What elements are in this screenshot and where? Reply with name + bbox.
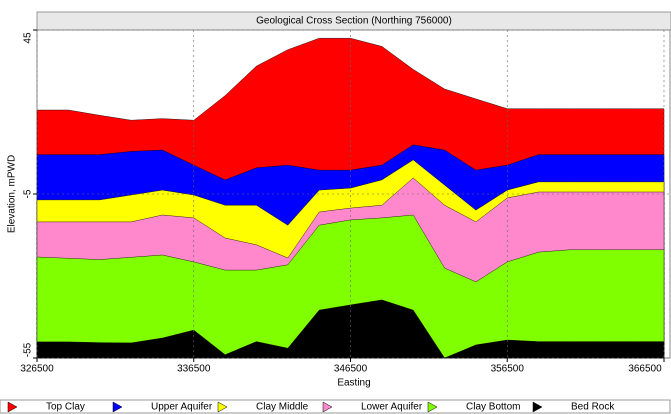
legend-swatch bbox=[7, 401, 18, 413]
y-axis-label: Elevation, mPWD bbox=[7, 155, 18, 233]
legend-label: Clay Bottom bbox=[466, 402, 520, 413]
x-tick-label: 326500 bbox=[20, 364, 54, 375]
legend-label: Clay Middle bbox=[256, 402, 309, 413]
x-tick-label: 356500 bbox=[491, 364, 525, 375]
legend-label: Bed Rock bbox=[571, 402, 615, 413]
x-tick-label: 366500 bbox=[628, 364, 662, 375]
plot-area bbox=[36, 29, 671, 359]
chart-title: Geological Cross Section (Northing 75600… bbox=[256, 16, 452, 27]
layer-area bbox=[36, 299, 665, 359]
legend-label: Upper Aquifer bbox=[151, 402, 213, 413]
legend-box bbox=[0, 399, 671, 414]
x-tick-label: 346500 bbox=[334, 364, 368, 375]
x-tick-label: 336500 bbox=[177, 364, 211, 375]
legend-label: Top Clay bbox=[46, 402, 85, 413]
legend-swatch bbox=[217, 401, 228, 413]
y-tick-label: -55 bbox=[23, 342, 34, 357]
legend: Top Clay Upper Aquifer Clay Middle Lower Aq… bbox=[0, 399, 671, 414]
legend-label: Lower Aquifer bbox=[361, 402, 423, 413]
y-tick-label: -5 bbox=[23, 189, 34, 198]
y-tick-label: 45 bbox=[23, 32, 34, 44]
legend-swatch bbox=[427, 401, 438, 413]
legend-swatch bbox=[532, 401, 543, 413]
x-axis-label: Easting bbox=[337, 378, 370, 389]
legend-swatch bbox=[112, 401, 123, 413]
legend-swatch bbox=[322, 401, 333, 413]
